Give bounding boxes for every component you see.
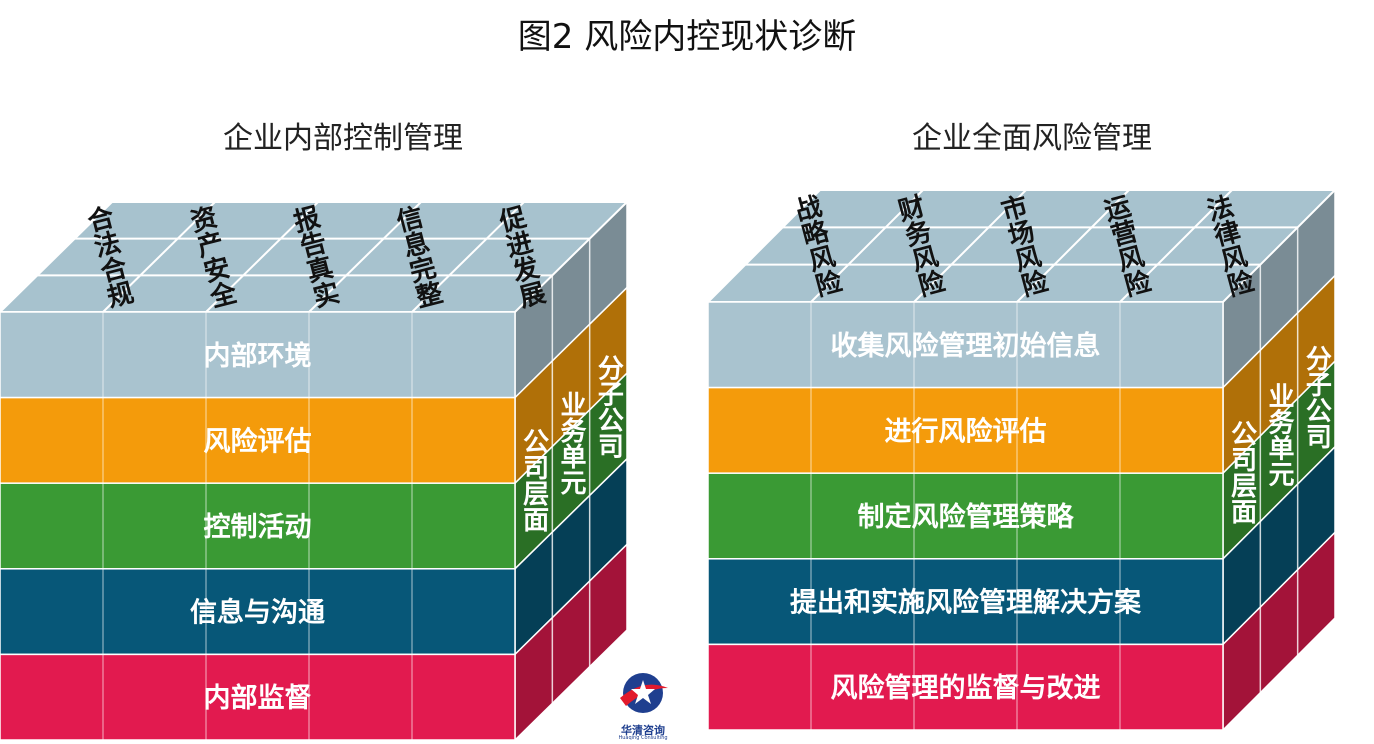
logo-sub: Huaqing Consulting: [618, 735, 668, 741]
layer-label-1: 内部环境: [204, 340, 312, 372]
layer-label-1: 收集风险管理初始信息: [831, 330, 1101, 362]
side-label-1: 公司层面: [519, 428, 549, 532]
left-cube-heading: 企业内部控制管理: [223, 121, 463, 156]
company-logo: 华清咨询 Huaqing Consulting: [612, 668, 674, 741]
layer-label-2: 进行风险评估: [885, 415, 1047, 447]
top-grid-line: [102, 201, 216, 313]
side-label-2: 业务单元: [1264, 383, 1294, 487]
front-layer-4: [707, 558, 1224, 646]
layer-label-3: 制定风险管理策略: [858, 501, 1075, 533]
front-layer-5: [0, 653, 516, 741]
front-layer-3: [707, 472, 1224, 560]
top-grid-line: [308, 201, 422, 313]
top-grid-line: [1119, 189, 1233, 303]
side-label-1: 公司层面: [1227, 420, 1257, 524]
front-layer-2: [707, 386, 1224, 474]
top-grid-line: [1016, 189, 1130, 303]
front-layer-5: [707, 643, 1224, 731]
top-grid-line: [205, 201, 319, 313]
front-layer-1: [707, 301, 1224, 389]
layer-label-4: 信息与沟通: [190, 597, 325, 629]
diagram-title: 图2 风险内控现状诊断: [518, 17, 856, 57]
top-grid-line: [913, 189, 1027, 303]
side-label-2: 业务单元: [556, 391, 586, 495]
side-label-3: 分子公司: [1301, 345, 1331, 449]
front-layer-1: [0, 311, 516, 399]
layer-label-5: 风险管理的监督与改进: [831, 672, 1101, 704]
layer-label-3: 控制活动: [204, 512, 312, 543]
logo-name: 华清咨询: [621, 724, 665, 737]
layer-label-5: 内部监督: [204, 682, 312, 714]
right-cube-heading: 企业全面风险管理: [912, 121, 1152, 156]
top-grid-line: [411, 201, 525, 313]
logo-star-icon: [620, 673, 668, 713]
side-label-3: 分子公司: [593, 355, 623, 459]
front-layer-3: [0, 482, 516, 570]
front-layer-4: [0, 568, 516, 656]
top-grid-line: [810, 189, 924, 303]
layer-label-2: 风险评估: [204, 425, 312, 457]
layer-label-4: 提出和实施风险管理解决方案: [790, 587, 1142, 619]
front-layer-2: [0, 396, 516, 484]
right-cube: 收集风险管理初始信息进行风险评估制定风险管理策略提出和实施风险管理解决方案风险管…: [705, 188, 1338, 732]
